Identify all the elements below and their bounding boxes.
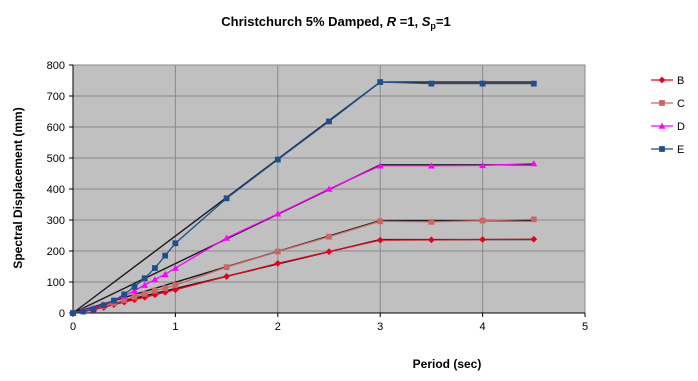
data-point-C (142, 291, 148, 297)
data-point-E (111, 298, 117, 304)
y-tick-label: 400 (47, 184, 65, 196)
x-tick-label: 3 (377, 321, 383, 333)
x-axis-ticks: 0 1 2 3 4 5 (70, 313, 588, 333)
title-r-value: =1, (396, 14, 422, 29)
x-axis-label: Period (sec) (413, 357, 482, 371)
y-axis-ticks: 0 100 200 300 400 500 600 700 800 (47, 60, 73, 320)
y-tick-label: 700 (47, 91, 65, 103)
data-point-E (173, 240, 179, 246)
data-point-C (429, 219, 435, 225)
y-axis-label: Spectral Displacement (mm) (11, 107, 25, 268)
y-tick-label: 300 (47, 215, 65, 227)
x-tick-label: 0 (70, 321, 76, 333)
data-point-C (531, 216, 537, 222)
data-point-E (326, 119, 332, 125)
legend-marker (659, 77, 666, 84)
data-point-E (80, 309, 86, 315)
data-point-E (531, 81, 537, 87)
x-tick-label: 4 (480, 321, 486, 333)
data-point-C (224, 264, 230, 270)
x-tick-label: 2 (275, 321, 281, 333)
legend-item-D: D (651, 121, 685, 133)
data-point-E (121, 292, 127, 298)
data-point-C (152, 288, 158, 294)
data-point-C (162, 285, 168, 291)
legend-marker (659, 146, 665, 152)
data-point-C (275, 249, 281, 255)
legend-label: B (677, 75, 684, 87)
data-point-E (152, 265, 158, 271)
data-point-E (480, 81, 486, 87)
x-tick-label: 5 (582, 321, 588, 333)
data-point-E (91, 306, 97, 312)
data-point-E (101, 302, 107, 308)
data-point-C (173, 282, 179, 288)
y-tick-label: 600 (47, 122, 65, 134)
y-tick-label: 0 (59, 308, 65, 320)
legend-item-E: E (651, 144, 684, 156)
chart-title: Christchurch 5% Damped, R =1, Sp=1 (221, 14, 451, 31)
data-point-E (224, 195, 230, 201)
y-tick-label: 800 (47, 60, 65, 72)
x-tick-label: 1 (172, 321, 178, 333)
legend-label: C (677, 98, 685, 110)
y-tick-label: 500 (47, 153, 65, 165)
title-prefix: Christchurch 5% Damped, (221, 14, 386, 29)
data-point-C (132, 294, 138, 300)
data-point-C (480, 218, 486, 224)
data-point-E (275, 157, 281, 163)
title-s-value: =1 (436, 14, 451, 29)
legend-item-B: B (651, 75, 684, 87)
y-tick-label: 100 (47, 277, 65, 289)
legend-marker (659, 100, 665, 106)
data-point-C (377, 218, 383, 224)
data-point-C (326, 234, 332, 240)
legend-item-C: C (651, 98, 685, 110)
data-point-E (70, 310, 76, 316)
legend-label: D (677, 121, 685, 133)
data-point-E (142, 275, 148, 281)
data-point-E (162, 253, 168, 259)
data-point-E (377, 79, 383, 85)
title-s-symbol: S (422, 14, 431, 29)
data-point-E (429, 81, 435, 87)
y-tick-label: 200 (47, 246, 65, 258)
legend-label: E (677, 144, 684, 156)
data-point-E (132, 284, 138, 290)
